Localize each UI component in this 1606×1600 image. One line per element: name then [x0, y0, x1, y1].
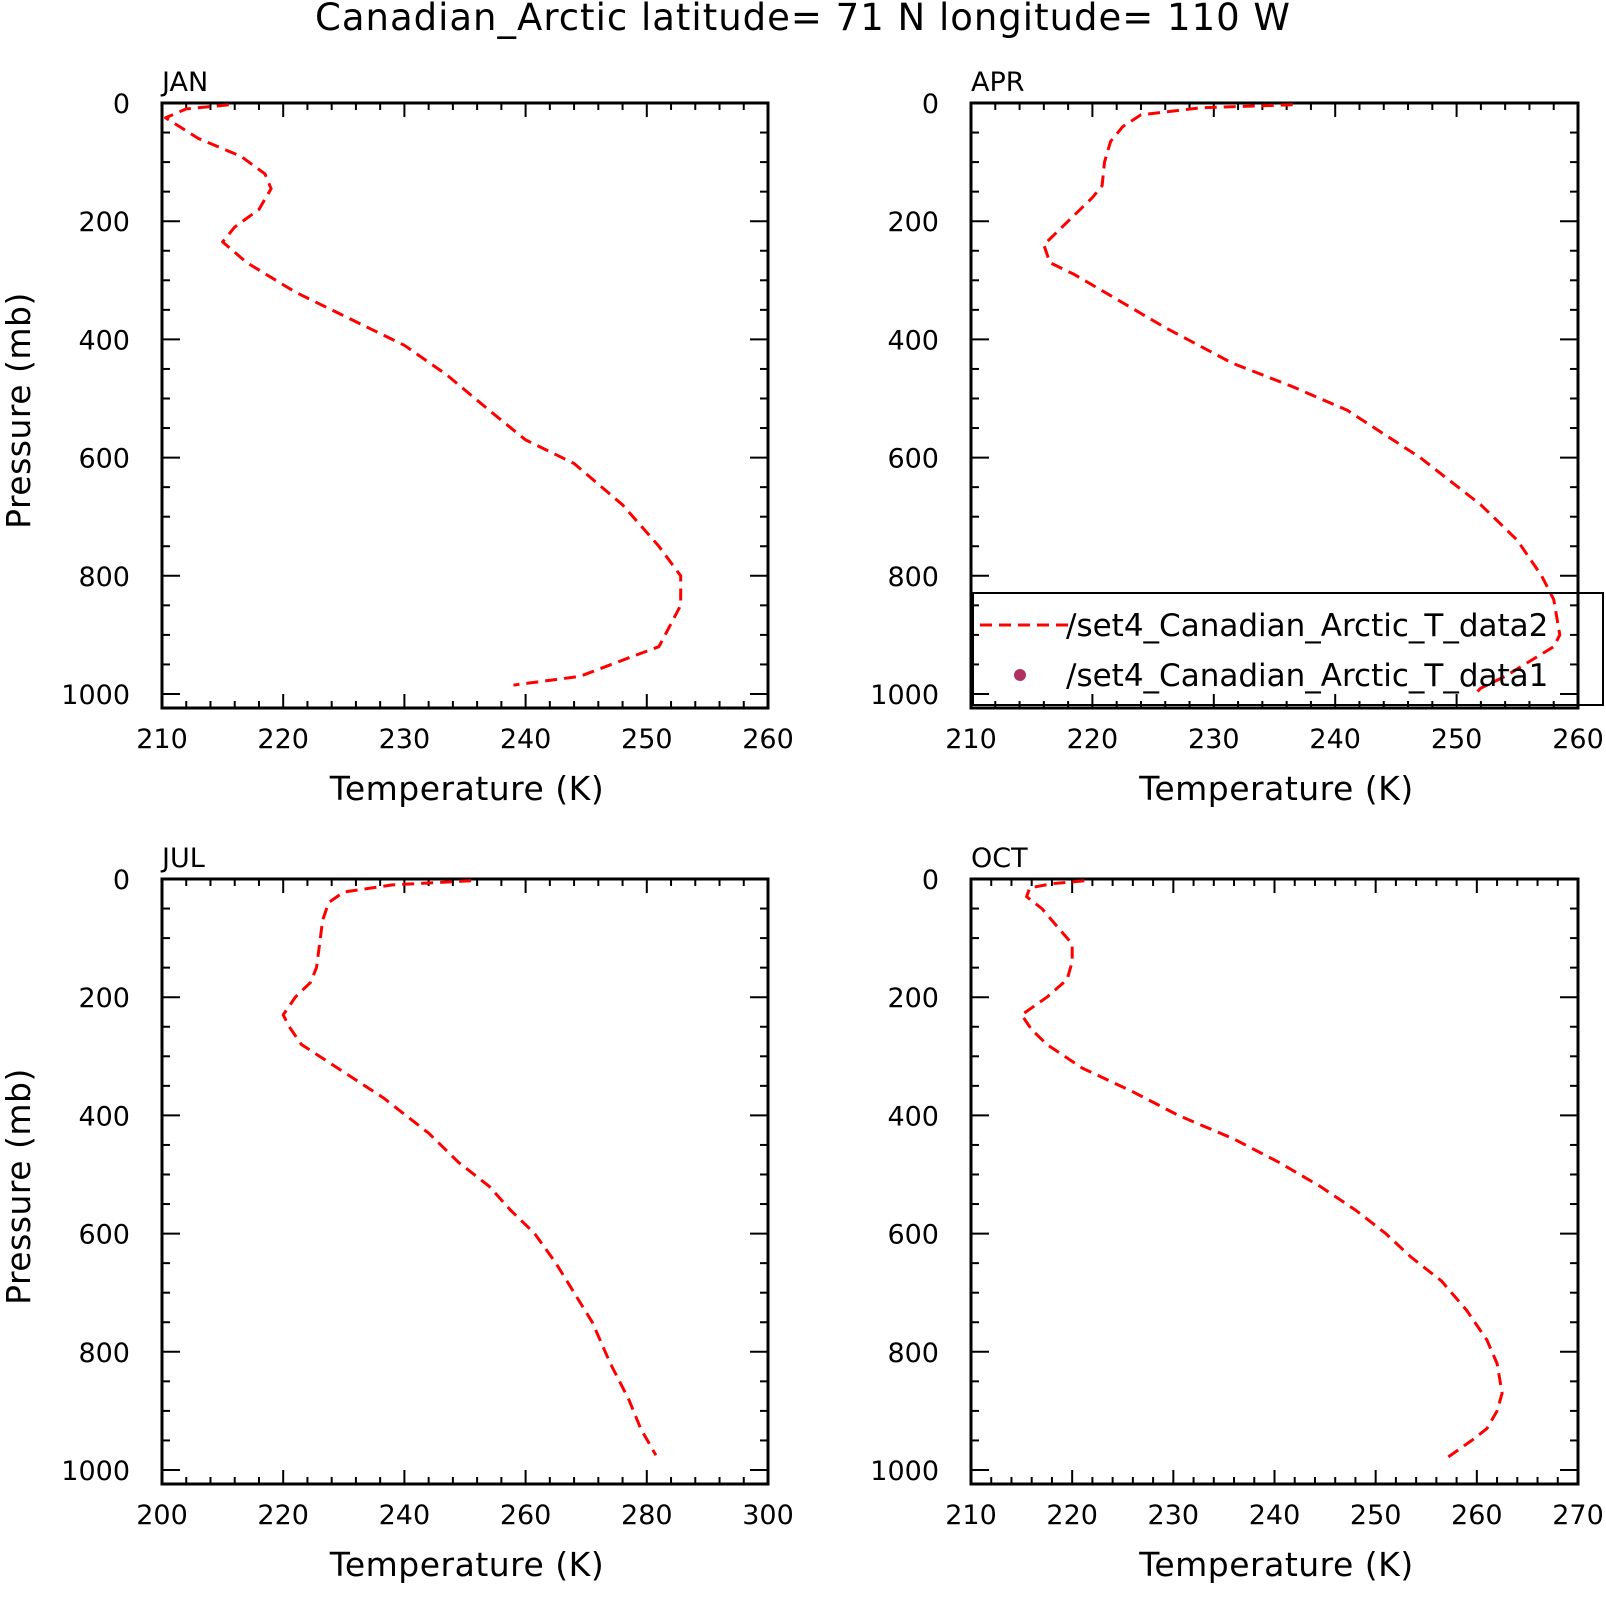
series-line	[281, 879, 658, 1456]
plot-frame	[160, 101, 770, 710]
x-axis-label: Temperature (K)	[329, 1545, 604, 1584]
x-tick-label: 240	[379, 1500, 431, 1531]
x-axis-label: Temperature (K)	[1138, 1545, 1413, 1584]
y-tick-label: 400	[78, 325, 130, 356]
x-tick-label: 260	[1451, 1500, 1503, 1531]
panels: JAN 210 220 230 240 250 260 0 200 400 600 800 1000 Te…	[0, 67, 1604, 1584]
x-tick-label: 260	[1552, 724, 1604, 755]
x-tick-label: 220	[257, 724, 309, 755]
legend-frame	[972, 592, 1604, 706]
x-tick-label: 210	[945, 724, 997, 755]
plot-frame	[969, 877, 1580, 1486]
panel-jul: JUL 200 220 240 260 280 300 0 200 400 600 800 1000 Te…	[0, 843, 794, 1584]
plot-frame	[969, 101, 1580, 710]
y-axis-label: Pressure (mb)	[0, 1068, 38, 1305]
x-tick-label: 250	[1431, 724, 1483, 755]
y-tick-label: 200	[78, 207, 130, 238]
y-tick-label: 0	[113, 865, 130, 896]
x-tick-label: 210	[945, 1500, 997, 1531]
legend: /set4_Canadian_Arctic_T_data2/set4_Canad…	[972, 592, 1604, 706]
y-tick-label: 0	[113, 89, 130, 120]
x-axis-label: Temperature (K)	[1138, 769, 1413, 808]
y-tick-label: 0	[922, 865, 939, 896]
y-tick-label: 400	[78, 1101, 130, 1132]
x-tick-label: 260	[500, 1500, 552, 1531]
legend-entry-label: /set4_Canadian_Arctic_T_data2	[1066, 608, 1548, 644]
y-tick-label: 800	[887, 562, 939, 593]
series-line	[164, 103, 683, 687]
y-tick-label: 200	[887, 983, 939, 1014]
series-line	[1020, 879, 1504, 1460]
x-axis-label: Temperature (K)	[329, 769, 604, 808]
x-tick-label: 300	[742, 1500, 794, 1531]
x-tick-label: 220	[1046, 1500, 1098, 1531]
legend-swatch-dot	[1014, 669, 1026, 681]
y-tick-label: 600	[78, 444, 130, 475]
x-tick-label: 230	[379, 724, 431, 755]
y-axis-label: Pressure (mb)	[0, 292, 38, 529]
main-title: Canadian_Arctic latitude= 71 N longitude…	[315, 0, 1291, 39]
plot-frame	[160, 877, 770, 1486]
y-tick-label: 1000	[61, 1456, 130, 1487]
y-tick-label: 800	[78, 562, 130, 593]
y-tick-label: 600	[887, 444, 939, 475]
y-tick-label: 200	[78, 983, 130, 1014]
x-tick-label: 270	[1552, 1500, 1604, 1531]
y-tick-label: 600	[78, 1220, 130, 1251]
panel-label: APR	[971, 67, 1025, 98]
y-tick-label: 800	[887, 1338, 939, 1369]
panel-jan: JAN 210 220 230 240 250 260 0 200 400 600 800 1000 Te…	[0, 67, 794, 808]
x-tick-label: 220	[1067, 724, 1119, 755]
x-tick-label: 240	[1249, 1500, 1301, 1531]
panel-label: JAN	[160, 67, 208, 98]
y-tick-label: 200	[887, 207, 939, 238]
x-tick-label: 280	[621, 1500, 673, 1531]
x-tick-label: 230	[1188, 724, 1240, 755]
x-tick-label: 240	[1309, 724, 1361, 755]
y-tick-label: 1000	[870, 680, 939, 711]
legend-entry-label: /set4_Canadian_Arctic_T_data1	[1066, 658, 1548, 694]
x-tick-label: 230	[1148, 1500, 1200, 1531]
panel-apr: APR 210 220 230 240 250 260 0 200 400 600 800 1000 Te…	[870, 67, 1603, 808]
x-tick-label: 240	[500, 724, 552, 755]
panel-label: JUL	[160, 843, 205, 874]
panel-label: OCT	[971, 843, 1028, 874]
y-tick-label: 400	[887, 325, 939, 356]
x-tick-label: 210	[136, 724, 188, 755]
y-tick-label: 600	[887, 1220, 939, 1251]
panel-oct: OCT 210 220 230 240 250 260 270 0 200 400 600 800 100…	[870, 843, 1603, 1584]
x-tick-label: 220	[257, 1500, 309, 1531]
x-tick-label: 250	[621, 724, 673, 755]
x-tick-label: 200	[136, 1500, 188, 1531]
y-tick-label: 800	[78, 1338, 130, 1369]
x-tick-label: 250	[1350, 1500, 1402, 1531]
y-tick-label: 1000	[870, 1456, 939, 1487]
y-tick-label: 400	[887, 1101, 939, 1132]
y-tick-label: 0	[922, 89, 939, 120]
x-tick-label: 260	[742, 724, 794, 755]
y-tick-label: 1000	[61, 680, 130, 711]
series-line	[1042, 103, 1562, 696]
